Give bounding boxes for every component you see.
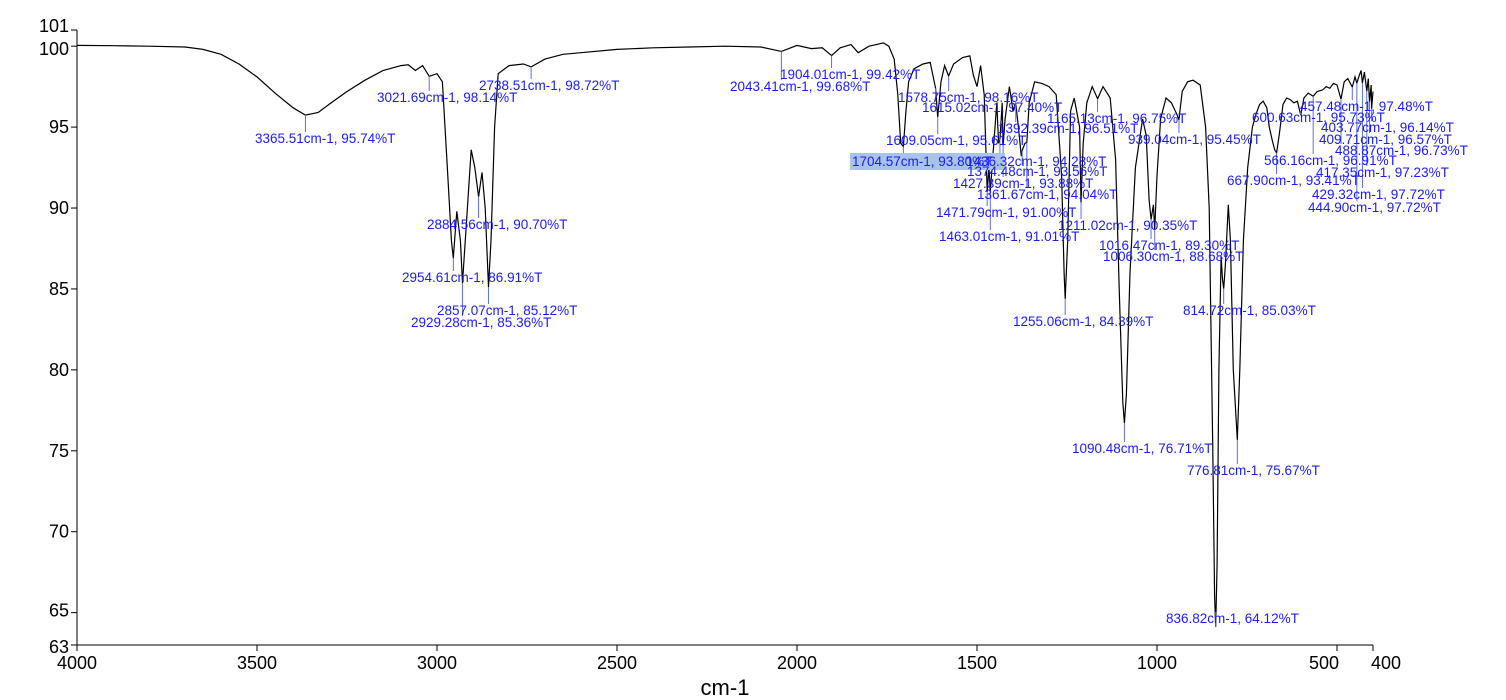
x-tick-label: 1000 bbox=[1137, 653, 1177, 673]
x-axis-title: cm-1 bbox=[701, 675, 750, 700]
y-tick-label: 75 bbox=[49, 441, 69, 461]
peak-label[interactable]: 2043.41cm-1, 99.68%T bbox=[730, 79, 870, 94]
label-highlights bbox=[850, 153, 1005, 170]
peak-label[interactable]: 1471.79cm-1, 91.00%T bbox=[936, 205, 1076, 220]
y-axis-ticks: 63 65 70 75 80 85 90 95 100 101 bbox=[39, 16, 77, 657]
peak-label[interactable]: 1165.13cm-1, 96.75%T bbox=[1047, 111, 1186, 126]
peak-label[interactable]: 1427.39cm-1, 93.88%T bbox=[953, 176, 1093, 191]
peak-label[interactable]: 488.87cm-1, 96.73%T bbox=[1335, 143, 1468, 158]
peak-label[interactable]: 1361.67cm-1, 94.04%T bbox=[977, 187, 1117, 202]
peak-label[interactable]: 1006.30cm-1, 88.68%T bbox=[1103, 249, 1243, 264]
peak-label[interactable]: 1090.48cm-1, 76.71%T bbox=[1072, 441, 1212, 456]
y-tick-label: 101 bbox=[39, 16, 69, 36]
y-tick-label: 100 bbox=[39, 39, 69, 59]
peak-label[interactable]: 409.71cm-1, 96.57%T bbox=[1319, 132, 1452, 147]
peak-label[interactable]: 814.72cm-1, 85.03%T bbox=[1183, 303, 1316, 318]
y-axis-title: %T bbox=[0, 329, 3, 362]
peak-label[interactable]: 566.16cm-1, 96.91%T bbox=[1264, 153, 1397, 168]
peak-label[interactable]: 939.04cm-1, 95.45%T bbox=[1128, 132, 1261, 147]
peak-label[interactable]: 444.90cm-1, 97.72%T bbox=[1308, 200, 1441, 215]
x-tick-label: 4000 bbox=[57, 653, 97, 673]
y-tick-label: 90 bbox=[49, 198, 69, 218]
peak-label[interactable]: 3021.69cm-1, 98.14%T bbox=[377, 90, 517, 105]
peak-label[interactable]: 776.81cm-1, 75.67%T bbox=[1187, 463, 1320, 478]
x-tick-label: 2000 bbox=[777, 653, 817, 673]
y-tick-label: 95 bbox=[49, 117, 69, 137]
x-tick-label: 3000 bbox=[417, 653, 457, 673]
peak-label[interactable]: 2884.56cm-1, 90.70%T bbox=[427, 217, 567, 232]
peak-label[interactable]: 2738.51cm-1, 98.72%T bbox=[479, 78, 619, 93]
peak-label[interactable]: 667.90cm-1, 93.41%T bbox=[1227, 173, 1360, 188]
peak-label[interactable]: 836.82cm-1, 64.12%T bbox=[1166, 611, 1299, 626]
peak-label[interactable]: 3365.51cm-1, 95.74%T bbox=[255, 131, 395, 146]
peak-label[interactable]: 600.63cm-1, 95.73%T bbox=[1252, 110, 1385, 125]
peak-label[interactable]: 1392.39cm-1, 96.51%T bbox=[998, 121, 1138, 136]
peak-label[interactable]: 1609.05cm-1, 95.61%T bbox=[886, 133, 1026, 148]
peak-label[interactable]: 1016.47cm-1, 89.30%T bbox=[1099, 238, 1239, 253]
peak-label[interactable]: 1615.02cm-1, 97.40%T bbox=[922, 100, 1062, 115]
peak-label[interactable]: 457.48cm-1, 97.48%T bbox=[1300, 99, 1433, 114]
x-axis-ticks: 4000 3500 3000 2500 2000 1500 1000 500 400 bbox=[57, 645, 1401, 673]
peak-label[interactable]: 2954.61cm-1, 86.91%T bbox=[402, 270, 542, 285]
peak-label[interactable]: 1578.75cm-1, 98.16%T bbox=[898, 90, 1038, 105]
y-tick-label: 85 bbox=[49, 279, 69, 299]
x-tick-label: 400 bbox=[1371, 653, 1401, 673]
x-tick-label: 1500 bbox=[957, 653, 997, 673]
peak-label[interactable]: 429.32cm-1, 97.72%T bbox=[1312, 187, 1445, 202]
x-tick-label: 3500 bbox=[237, 653, 277, 673]
peak-label[interactable]: 1211.02cm-1, 90.35%T bbox=[1058, 218, 1197, 233]
x-tick-label: 500 bbox=[1309, 653, 1339, 673]
peak-label[interactable]: 1463.01cm-1, 91.01%T bbox=[939, 229, 1079, 244]
selected-label-highlight bbox=[850, 153, 1005, 170]
peak-labels: 3365.51cm-1, 95.74%T 3021.69cm-1, 98.14%T… bbox=[255, 67, 1468, 626]
peak-label[interactable]: 1704.57cm-1, 93.80%T bbox=[852, 154, 992, 169]
peak-label[interactable]: 1255.06cm-1, 84.39%T bbox=[1013, 314, 1153, 329]
peak-label[interactable]: 1436.32cm-1, 94.28%T bbox=[966, 154, 1106, 169]
peak-label[interactable]: 417.35cm-1, 97.23%T bbox=[1316, 165, 1449, 180]
peak-leader-lines bbox=[304, 51, 1373, 627]
spectrum-line bbox=[76, 42, 1374, 627]
y-tick-label: 70 bbox=[49, 522, 69, 542]
peak-label[interactable]: 1374.48cm-1, 93.56%T bbox=[967, 164, 1107, 179]
peak-label[interactable]: 2929.28cm-1, 85.36%T bbox=[411, 315, 551, 330]
peak-label[interactable]: 403.77cm-1, 96.14%T bbox=[1321, 120, 1454, 135]
y-tick-label: 65 bbox=[49, 601, 69, 621]
y-tick-label: 63 bbox=[49, 637, 69, 657]
x-tick-label: 2500 bbox=[597, 653, 637, 673]
y-tick-label: 80 bbox=[49, 360, 69, 380]
peak-label[interactable]: 1904.01cm-1, 99.42%T bbox=[780, 67, 920, 82]
peak-label[interactable]: 2857.07cm-1, 85.12%T bbox=[437, 303, 577, 318]
